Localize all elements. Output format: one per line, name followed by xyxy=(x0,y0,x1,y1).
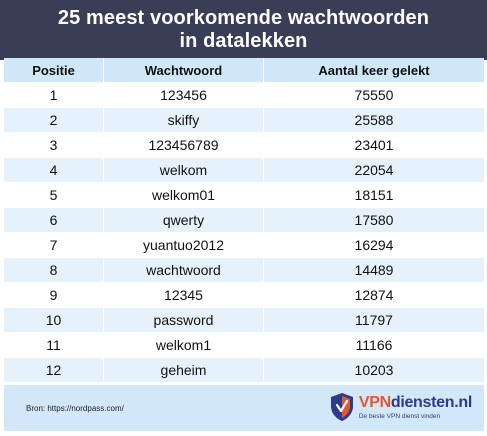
cell-wachtwoord: welkom xyxy=(104,157,264,182)
table-row: 9 12345 12874 xyxy=(4,282,484,307)
table-row: 1 123456 75550 xyxy=(4,82,484,107)
cell-aantal: 12874 xyxy=(264,282,484,307)
table-row: 10 password 11797 xyxy=(4,307,484,332)
title-banner: 25 meest voorkomende wachtwoorden in dat… xyxy=(0,0,487,60)
brand-name-vpn: VPN xyxy=(358,393,391,411)
table-header-row: Positie Wachtwoord Aantal keer gelekt xyxy=(4,58,484,82)
cell-wachtwoord: qwerty xyxy=(104,207,264,232)
cell-aantal: 17580 xyxy=(264,207,484,232)
cell-aantal: 25588 xyxy=(264,107,484,132)
cell-aantal: 22054 xyxy=(264,157,484,182)
cell-wachtwoord: yuantuo2012 xyxy=(104,232,264,257)
cell-positie: 10 xyxy=(4,307,104,332)
cell-positie: 3 xyxy=(4,132,104,157)
cell-positie: 6 xyxy=(4,207,104,232)
cell-aantal: 16294 xyxy=(264,232,484,257)
table-row: 3 123456789 23401 xyxy=(4,132,484,157)
footer: Bron: https://nordpass.com/ VPNdiensten.… xyxy=(4,385,484,431)
table-row: 4 welkom 22054 xyxy=(4,157,484,182)
cell-aantal: 14489 xyxy=(264,257,484,282)
cell-positie: 2 xyxy=(4,107,104,132)
cell-positie: 5 xyxy=(4,182,104,207)
brand-tagline: De beste VPN dienst vinden xyxy=(358,412,441,420)
cell-wachtwoord: 123456 xyxy=(104,82,264,107)
table-row: 12 geheim 10203 xyxy=(4,357,484,382)
brand-name: VPNdiensten.nl xyxy=(359,394,472,412)
cell-positie: 9 xyxy=(4,282,104,307)
cell-positie: 1 xyxy=(4,82,104,107)
column-header-aantal: Aantal keer gelekt xyxy=(264,58,484,82)
cell-wachtwoord: 123456789 xyxy=(104,132,264,157)
cell-wachtwoord: welkom01 xyxy=(104,182,264,207)
brand-name-rest: diensten.nl xyxy=(390,393,472,411)
cell-positie: 4 xyxy=(4,157,104,182)
cell-positie: 7 xyxy=(4,232,104,257)
cell-aantal: 10203 xyxy=(264,357,484,382)
column-header-positie: Positie xyxy=(4,58,104,82)
cell-positie: 8 xyxy=(4,257,104,282)
cell-wachtwoord: welkom1 xyxy=(104,332,264,357)
table-row: 2 skiffy 25588 xyxy=(4,107,484,132)
page-title-line1: 25 meest voorkomende wachtwoorden xyxy=(57,7,430,29)
cell-aantal: 18151 xyxy=(264,182,484,207)
table-row: 11 welkom1 11166 xyxy=(4,332,484,357)
cell-wachtwoord: password xyxy=(104,307,264,332)
brand-logo: VPNdiensten.nl De beste VPN dienst vinde… xyxy=(329,392,472,422)
cell-aantal: 23401 xyxy=(264,132,484,157)
table-row: 7 yuantuo2012 16294 xyxy=(4,232,484,257)
shield-logo-icon xyxy=(330,393,353,421)
cell-aantal: 75550 xyxy=(264,82,484,107)
table-row: 8 wachtwoord 14489 xyxy=(4,257,484,282)
cell-wachtwoord: wachtwoord xyxy=(104,257,264,282)
cell-aantal: 11797 xyxy=(264,307,484,332)
cell-positie: 12 xyxy=(4,357,104,382)
cell-wachtwoord: 12345 xyxy=(104,282,264,307)
cell-aantal: 11166 xyxy=(264,332,484,357)
column-header-wachtwoord: Wachtwoord xyxy=(104,58,264,82)
table-body: 1 123456 75550 2 skiffy 25588 3 123456789 23401 4… xyxy=(4,82,484,382)
cell-positie: 11 xyxy=(4,332,104,357)
cell-wachtwoord: skiffy xyxy=(104,107,264,132)
table-row: 6 qwerty 17580 xyxy=(4,207,484,232)
page-title-line2: in datalekken xyxy=(179,30,308,52)
cell-wachtwoord: geheim xyxy=(104,357,264,382)
source-text: Bron: https://nordpass.com/ xyxy=(26,404,124,413)
table-row: 5 welkom01 18151 xyxy=(4,182,484,207)
